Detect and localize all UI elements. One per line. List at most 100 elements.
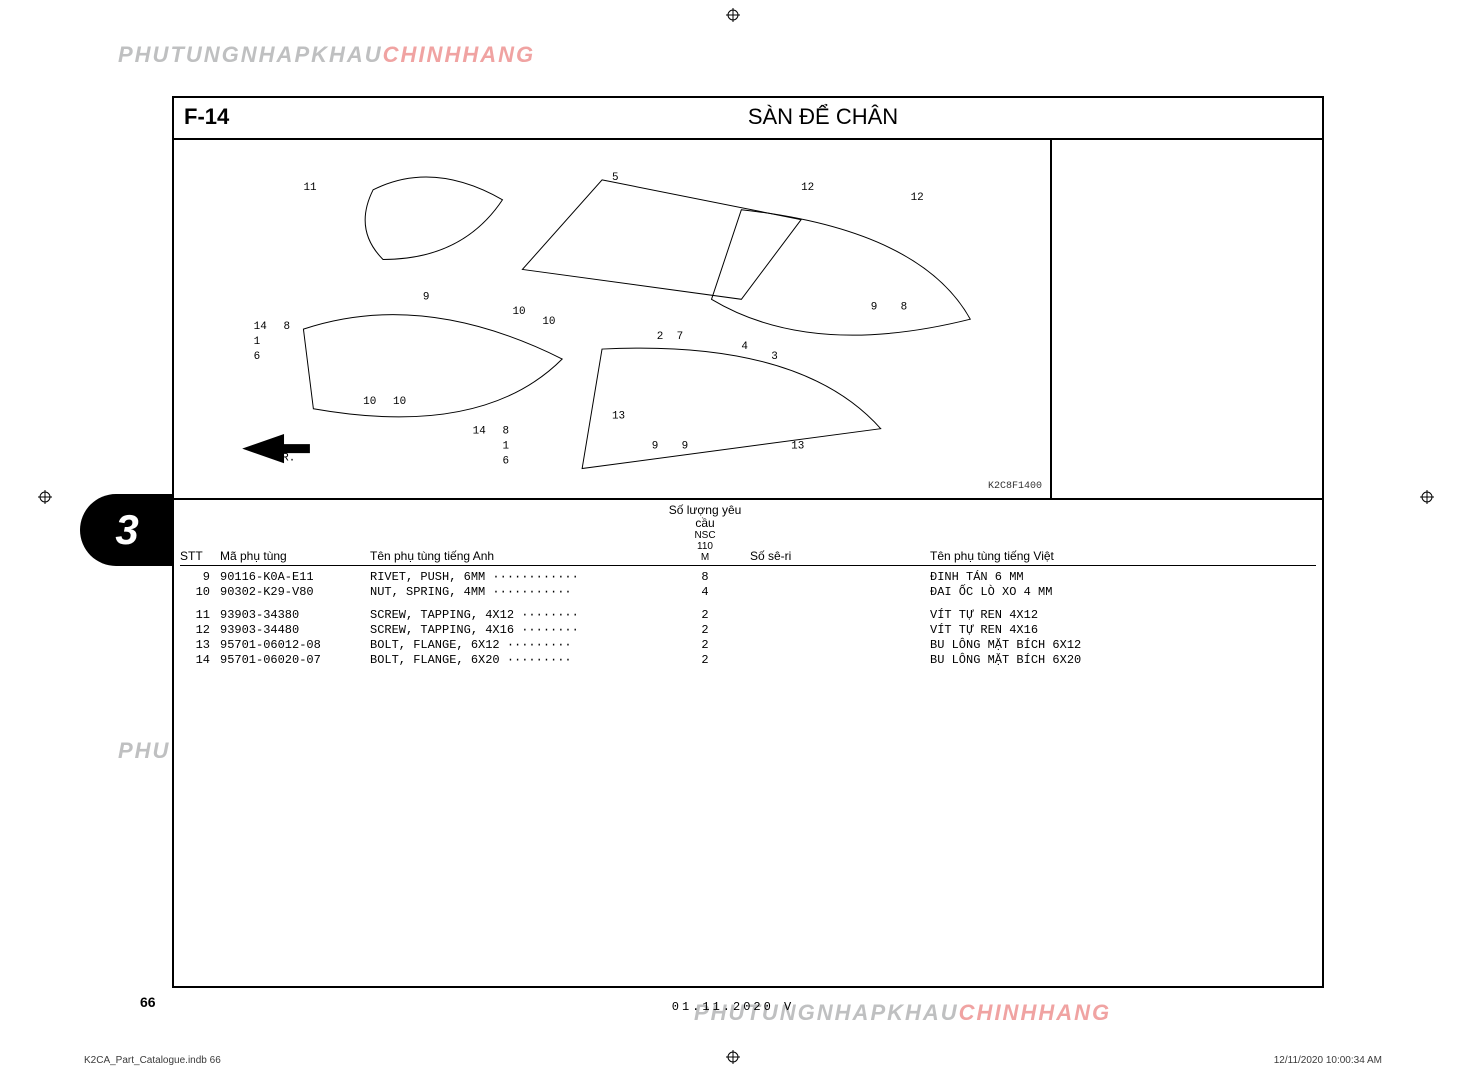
- svg-text:9: 9: [423, 291, 430, 303]
- cell-stt: 11: [180, 608, 220, 623]
- cell-stt: 14: [180, 653, 220, 668]
- svg-text:6: 6: [254, 351, 261, 363]
- col-name-vi: Tên phụ tùng tiếng Việt: [930, 549, 1316, 563]
- page-frame: F-14 SÀN ĐỂ CHÂN 11 5 12: [172, 96, 1324, 988]
- svg-text:9: 9: [682, 441, 689, 453]
- svg-text:10: 10: [542, 316, 555, 328]
- parts-table: STT Mã phụ tùng Tên phụ tùng tiếng Anh S…: [174, 500, 1322, 674]
- registration-mark: [38, 490, 52, 504]
- cell-name-vi: BU LÔNG MẶT BÍCH 6X20: [930, 653, 1316, 668]
- svg-text:8: 8: [284, 321, 291, 333]
- cell-stt: 9: [180, 570, 220, 585]
- title-row: F-14 SÀN ĐỂ CHÂN: [174, 98, 1322, 140]
- footer-right: 12/11/2020 10:00:34 AM: [1274, 1055, 1382, 1066]
- cell-partno: 95701-06020-07: [220, 653, 370, 668]
- cell-name-en: BOLT, FLANGE, 6X12 ·········: [370, 638, 660, 653]
- svg-text:8: 8: [901, 301, 908, 313]
- table-row: 1193903-34380SCREW, TAPPING, 4X12 ······…: [180, 608, 1316, 623]
- cell-name-en: SCREW, TAPPING, 4X12 ········: [370, 608, 660, 623]
- cell-partno: 93903-34380: [220, 608, 370, 623]
- cell-qty: 2: [660, 623, 750, 638]
- svg-text:4: 4: [741, 341, 748, 353]
- svg-text:10: 10: [512, 306, 525, 318]
- table-row: 1495701-06020-07BOLT, FLANGE, 6X20 ·····…: [180, 653, 1316, 668]
- cell-name-vi: VÍT TỰ REN 4X12: [930, 608, 1316, 623]
- cell-name-en: NUT, SPRING, 4MM ···········: [370, 585, 660, 600]
- svg-text:8: 8: [503, 426, 510, 438]
- svg-text:14: 14: [473, 426, 487, 438]
- registration-mark: [1420, 490, 1434, 504]
- cell-serial: [750, 638, 930, 653]
- cell-partno: 90116-K0A-E11: [220, 570, 370, 585]
- registration-mark: [726, 8, 740, 22]
- diagram-right-blank: [1052, 140, 1322, 498]
- svg-text:9: 9: [871, 301, 878, 313]
- svg-text:13: 13: [791, 441, 804, 453]
- section-code: F-14: [174, 98, 324, 138]
- cell-qty: 2: [660, 638, 750, 653]
- svg-text:3: 3: [771, 351, 778, 363]
- col-partno: Mã phụ tùng: [220, 549, 370, 563]
- svg-text:2: 2: [657, 331, 664, 343]
- cell-partno: 90302-K29-V80: [220, 585, 370, 600]
- cell-name-en: RIVET, PUSH, 6MM ············: [370, 570, 660, 585]
- cell-partno: 95701-06012-08: [220, 638, 370, 653]
- diagram-svg: 11 5 12 12 9 14 8 1 6 10 10 2 7 4 3 9 8 10 10 1…: [184, 150, 1040, 488]
- qty-sub2: 110: [660, 541, 750, 552]
- svg-text:13: 13: [612, 411, 625, 423]
- col-stt: STT: [180, 549, 220, 563]
- qty-sub3: M: [660, 552, 750, 563]
- qty-title: Số lượng yêu cầu: [669, 503, 742, 530]
- cell-serial: [750, 653, 930, 668]
- table-header: STT Mã phụ tùng Tên phụ tùng tiếng Anh S…: [180, 504, 1316, 566]
- table-row: 1293903-34480SCREW, TAPPING, 4X16 ······…: [180, 623, 1316, 638]
- cell-stt: 12: [180, 623, 220, 638]
- cell-partno: 93903-34480: [220, 623, 370, 638]
- svg-text:5: 5: [612, 172, 619, 184]
- svg-text:6: 6: [503, 456, 510, 468]
- table-row: 1395701-06012-08BOLT, FLANGE, 6X12 ·····…: [180, 638, 1316, 653]
- registration-mark: [726, 1050, 740, 1064]
- svg-text:11: 11: [303, 182, 317, 194]
- col-serial: Số sê-ri: [750, 549, 930, 563]
- svg-text:7: 7: [677, 331, 684, 343]
- col-name-en: Tên phụ tùng tiếng Anh: [370, 549, 660, 563]
- exploded-diagram: 11 5 12 12 9 14 8 1 6 10 10 2 7 4 3 9 8 10 10 1…: [174, 140, 1052, 498]
- table-row: 1090302-K29-V80NUT, SPRING, 4MM ········…: [180, 585, 1316, 600]
- table-row: 990116-K0A-E11RIVET, PUSH, 6MM ·········…: [180, 570, 1316, 585]
- qty-sub1: NSC: [660, 530, 750, 541]
- diagram-code: K2C8F1400: [988, 481, 1042, 492]
- section-tab: 3: [80, 494, 174, 566]
- cell-qty: 2: [660, 608, 750, 623]
- cell-name-vi: ĐINH TÁN 6 MM: [930, 570, 1316, 585]
- col-qty: Số lượng yêu cầu NSC 110 M: [660, 504, 750, 563]
- svg-text:12: 12: [911, 192, 924, 204]
- cell-serial: [750, 585, 930, 600]
- svg-text:10: 10: [393, 396, 406, 408]
- cell-stt: 10: [180, 585, 220, 600]
- svg-text:10: 10: [363, 396, 376, 408]
- cell-name-vi: BU LÔNG MẶT BÍCH 6X12: [930, 638, 1316, 653]
- cell-qty: 2: [660, 653, 750, 668]
- watermark: PHUTUNGNHAPKHAUCHINHHANG: [118, 42, 535, 68]
- cell-name-en: SCREW, TAPPING, 4X16 ········: [370, 623, 660, 638]
- section-title: SÀN ĐỂ CHÂN: [324, 98, 1322, 138]
- cell-serial: [750, 623, 930, 638]
- cell-serial: [750, 608, 930, 623]
- svg-text:12: 12: [801, 182, 814, 194]
- svg-text:1: 1: [503, 441, 510, 453]
- cell-name-vi: ĐAI ỐC LÒ XO 4 MM: [930, 585, 1316, 600]
- cell-stt: 13: [180, 638, 220, 653]
- svg-text:9: 9: [652, 441, 659, 453]
- footer-left: K2CA_Part_Catalogue.indb 66: [84, 1055, 221, 1066]
- cell-serial: [750, 570, 930, 585]
- svg-text:14: 14: [254, 321, 268, 333]
- svg-text:FR.: FR.: [276, 453, 296, 465]
- diagram-row: 11 5 12 12 9 14 8 1 6 10 10 2 7 4 3 9 8 10 10 1…: [174, 140, 1322, 500]
- cell-qty: 8: [660, 570, 750, 585]
- cell-name-vi: VÍT TỰ REN 4X16: [930, 623, 1316, 638]
- cell-name-en: BOLT, FLANGE, 6X20 ·········: [370, 653, 660, 668]
- cell-qty: 4: [660, 585, 750, 600]
- svg-text:1: 1: [254, 336, 261, 348]
- bottom-date: 01.11.2020 V: [0, 1000, 1466, 1014]
